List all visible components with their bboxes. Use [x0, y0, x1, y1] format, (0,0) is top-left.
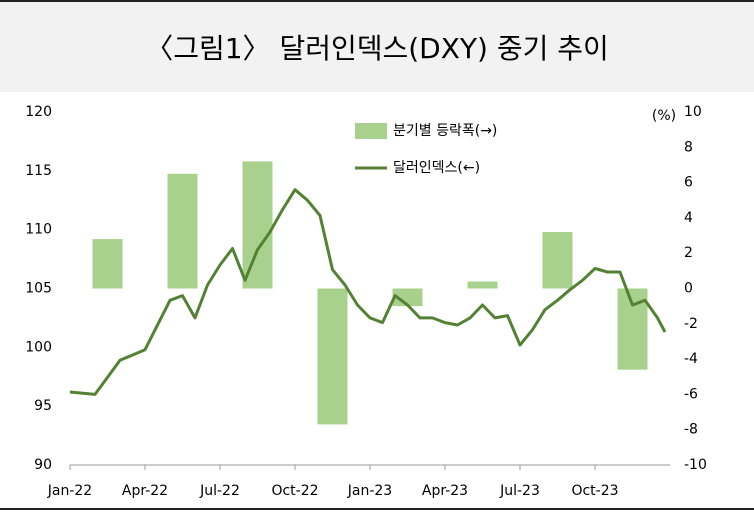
- title-band: [0, 0, 754, 92]
- y2-tick-label: -4: [684, 351, 698, 367]
- y-tick-label: 95: [34, 398, 52, 414]
- y-tick-label: 110: [25, 222, 52, 238]
- y2-tick-label: 0: [684, 281, 693, 297]
- legend-swatch: [355, 123, 387, 139]
- y2-label: (%): [652, 108, 676, 124]
- y-tick-label: 100: [25, 339, 52, 355]
- chart-title: 〈그림1〉 달러인덱스(DXY) 중기 추이: [145, 32, 609, 65]
- y-tick-label: 120: [25, 104, 52, 120]
- x-tick-label: Oct-23: [571, 483, 618, 499]
- x-tick-label: Apr-22: [122, 483, 168, 499]
- y2-tick-label: -10: [684, 457, 707, 473]
- y2-tick-label: -8: [684, 422, 698, 438]
- x-tick-label: Oct-22: [271, 483, 318, 499]
- y2-tick-label: 10: [684, 104, 702, 120]
- x-tick-label: Jan-23: [347, 483, 392, 499]
- y2-tick-label: 6: [684, 175, 693, 191]
- bar: [92, 239, 123, 289]
- x-tick-label: Jul-22: [199, 483, 240, 499]
- bar: [467, 281, 498, 289]
- bar: [242, 161, 273, 289]
- y2-tick-label: -6: [684, 386, 698, 402]
- bar: [167, 173, 198, 289]
- bar: [542, 232, 573, 289]
- legend-label: 달러인덱스(←): [393, 160, 480, 176]
- bar: [317, 288, 348, 425]
- line: [69, 188, 667, 396]
- y-tick-label: 90: [34, 457, 52, 473]
- bar: [392, 288, 423, 307]
- legend-label: 분기별 등락폭(→): [393, 123, 497, 139]
- y2-tick-label: -2: [684, 316, 698, 332]
- y-tick-label: 105: [25, 281, 52, 297]
- x-tick-label: Apr-23: [422, 483, 468, 499]
- y2-tick-label: 4: [684, 210, 693, 226]
- x-tick-label: Jan-22: [47, 483, 92, 499]
- x-tick-label: Jul-23: [499, 483, 540, 499]
- y2-tick-label: 8: [684, 139, 693, 155]
- y-tick-label: 115: [25, 163, 52, 179]
- y2-tick-label: 2: [684, 245, 693, 261]
